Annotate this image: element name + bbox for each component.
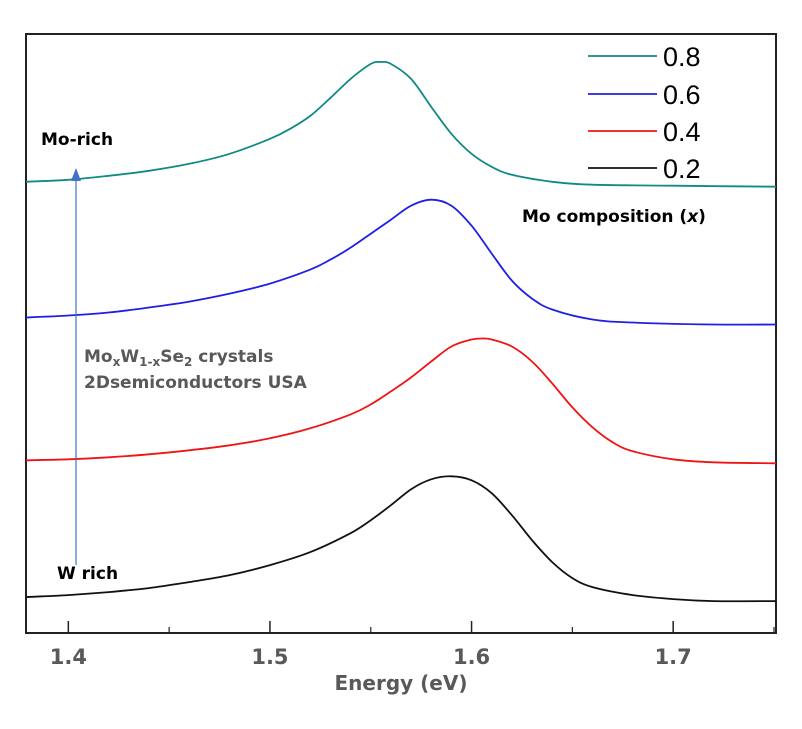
composition-arrow-head-icon — [71, 168, 81, 181]
x-tick-label: 1.5 — [251, 645, 288, 669]
sample-formula-label: MoxW1-xSe2 crystals — [84, 347, 273, 369]
series-group — [25, 60, 777, 603]
x-tick-label: 1.4 — [50, 645, 87, 669]
x-axis-ticks — [67, 621, 775, 633]
legend-label: 0.8 — [663, 42, 701, 72]
series-line-0-6 — [25, 198, 777, 326]
x-axis-tick-labels: 1.4 1.5 1.6 1.7 — [50, 645, 692, 669]
series-line-0-2 — [25, 475, 777, 603]
series-line-0-8 — [25, 60, 777, 188]
series-line-0-4 — [25, 337, 777, 465]
legend-label: 0.4 — [663, 117, 701, 147]
mo-composition-suffix: ) — [698, 207, 706, 227]
formula-se: Se — [160, 347, 184, 367]
w-rich-label: W rich — [57, 564, 118, 584]
x-axis-title: Energy (eV) — [335, 671, 468, 695]
mo-rich-label: Mo-rich — [41, 130, 113, 150]
plot-frame — [25, 33, 777, 634]
formula-w: W — [120, 347, 139, 367]
formula-mo: Mo — [84, 347, 113, 367]
legend: 0.8 0.6 0.4 0.2 — [588, 42, 701, 184]
formula-sub-x: x — [113, 355, 121, 369]
x-tick-label: 1.7 — [655, 645, 692, 669]
formula-sub-1x: 1-x — [139, 355, 160, 369]
x-tick-label: 1.6 — [453, 645, 490, 669]
mo-composition-label: Mo composition (x) — [522, 207, 706, 227]
legend-label: 0.2 — [663, 154, 701, 184]
formula-crystals: crystals — [192, 347, 273, 367]
mo-composition-x: x — [686, 207, 699, 227]
sample-source-label: 2Dsemiconductors USA — [84, 373, 308, 393]
mo-composition-text: Mo composition ( — [522, 207, 687, 227]
formula-sub-2: 2 — [184, 355, 192, 369]
legend-label: 0.6 — [663, 80, 701, 110]
